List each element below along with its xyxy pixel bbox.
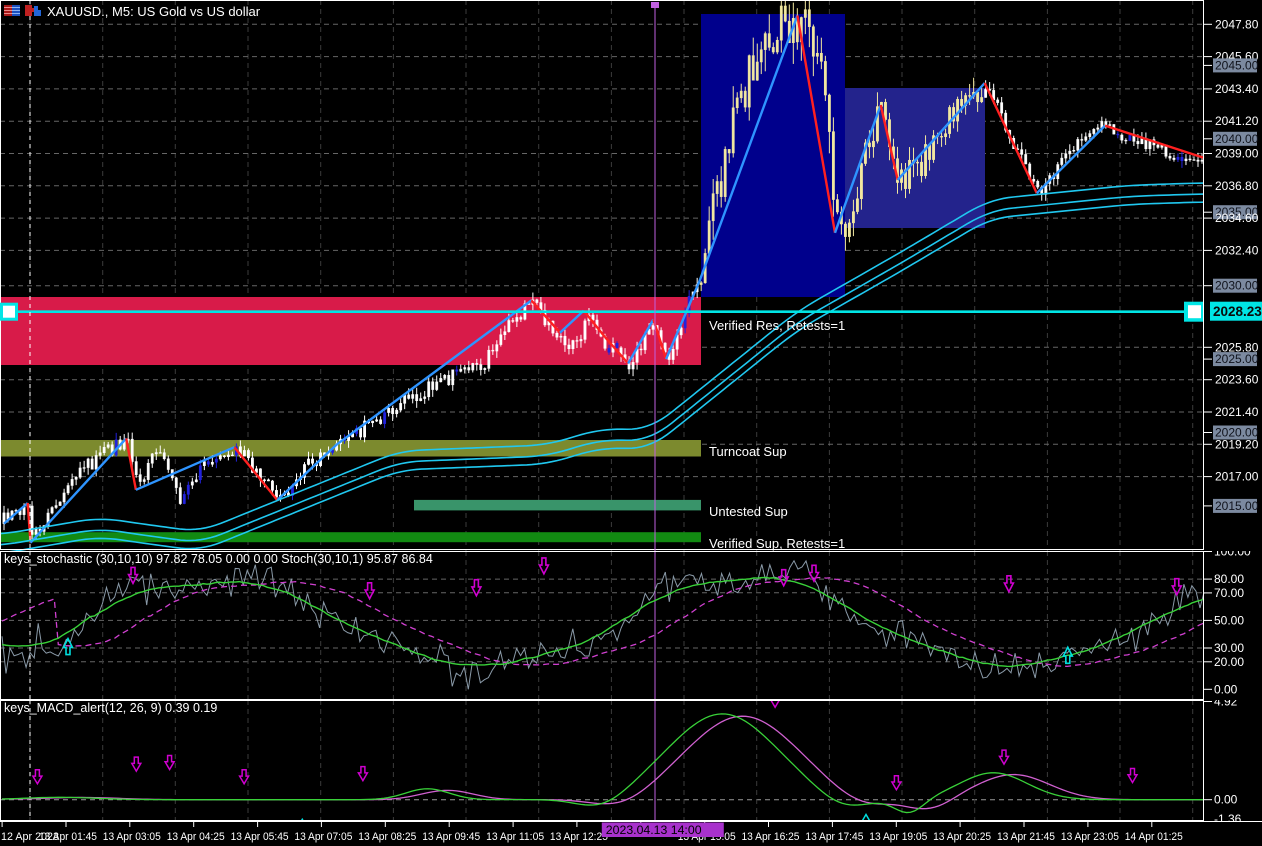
svg-text:2045.00: 2045.00 (1215, 58, 1259, 72)
svg-text:13 Apr 21:45: 13 Apr 21:45 (997, 831, 1055, 843)
svg-text:100.00: 100.00 (1214, 551, 1251, 559)
svg-text:20.00: 20.00 (1214, 655, 1244, 669)
svg-text:13 Apr 05:45: 13 Apr 05:45 (231, 831, 289, 843)
svg-text:0.00: 0.00 (1214, 793, 1238, 807)
svg-text:Untested Sup: Untested Sup (709, 504, 788, 519)
svg-text:2047.80: 2047.80 (1215, 17, 1259, 31)
svg-text:2019.20: 2019.20 (1215, 437, 1259, 451)
svg-text:2034.60: 2034.60 (1215, 211, 1259, 225)
svg-text:keys_stochastic (30,10,10) 97.: keys_stochastic (30,10,10) 97.82 78.05 0… (4, 552, 433, 566)
svg-text:13 Apr 11:05: 13 Apr 11:05 (486, 831, 544, 843)
svg-text:4.92: 4.92 (1214, 700, 1238, 709)
svg-text:0.00: 0.00 (1214, 682, 1238, 696)
svg-text:70.00: 70.00 (1214, 586, 1244, 600)
svg-text:80.00: 80.00 (1214, 572, 1244, 586)
svg-text:2015.00: 2015.00 (1215, 499, 1259, 513)
svg-text:2023.60: 2023.60 (1215, 373, 1259, 387)
svg-text:2021.40: 2021.40 (1215, 405, 1259, 419)
svg-text:2039.00: 2039.00 (1215, 147, 1259, 161)
svg-text:13 Apr 03:05: 13 Apr 03:05 (103, 831, 161, 843)
svg-text:2040.00: 2040.00 (1215, 132, 1259, 146)
svg-text:2025.00: 2025.00 (1215, 352, 1259, 366)
svg-text:XAUUSD., M5: US Gold vs US do: XAUUSD., M5: US Gold vs US dollar (47, 4, 261, 19)
svg-text:13 Apr 01:45: 13 Apr 01:45 (39, 831, 97, 843)
svg-text:13 Apr 07:05: 13 Apr 07:05 (294, 831, 352, 843)
svg-text:2028.23: 2028.23 (1213, 304, 1262, 319)
svg-text:2043.40: 2043.40 (1215, 82, 1259, 96)
svg-text:2032.40: 2032.40 (1215, 243, 1259, 257)
svg-text:13 Apr 04:25: 13 Apr 04:25 (167, 831, 225, 843)
svg-text:13 Apr 17:45: 13 Apr 17:45 (805, 831, 863, 843)
svg-text:50.00: 50.00 (1214, 613, 1244, 627)
svg-text:Turncoat Sup: Turncoat Sup (709, 444, 787, 459)
svg-text:Verified Res, Retests=1: Verified Res, Retests=1 (709, 318, 845, 333)
svg-text:13 Apr 12:25: 13 Apr 12:25 (550, 831, 608, 843)
svg-text:13 Apr 09:45: 13 Apr 09:45 (422, 831, 480, 843)
svg-text:13 Apr 20:25: 13 Apr 20:25 (933, 831, 991, 843)
svg-text:2017.00: 2017.00 (1215, 470, 1259, 484)
svg-text:13 Apr 16:25: 13 Apr 16:25 (742, 831, 800, 843)
svg-text:Verified Sup, Retests=1: Verified Sup, Retests=1 (709, 536, 845, 551)
svg-text:13 Apr 23:05: 13 Apr 23:05 (1061, 831, 1119, 843)
svg-text:2041.20: 2041.20 (1215, 114, 1259, 128)
svg-text:13 Apr 08:25: 13 Apr 08:25 (358, 831, 416, 843)
svg-text:13 Apr 19:05: 13 Apr 19:05 (869, 831, 927, 843)
svg-text:14 Apr 01:25: 14 Apr 01:25 (1125, 831, 1183, 843)
svg-text:2030.00: 2030.00 (1215, 279, 1259, 293)
svg-text:keys_MACD_alert(12, 26, 9) 0.3: keys_MACD_alert(12, 26, 9) 0.39 0.19 (4, 701, 217, 715)
svg-text:2036.80: 2036.80 (1215, 179, 1259, 193)
svg-text:2023.04.13 14:00: 2023.04.13 14:00 (606, 823, 702, 837)
svg-text:30.00: 30.00 (1214, 641, 1244, 655)
svg-text:-1.36: -1.36 (1214, 812, 1242, 821)
